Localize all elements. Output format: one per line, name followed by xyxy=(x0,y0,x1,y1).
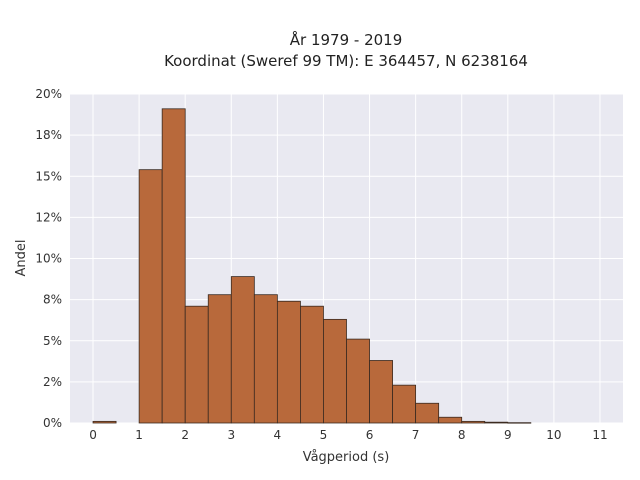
histogram-bar xyxy=(184,305,209,424)
y-tick-label: 8% xyxy=(43,293,62,307)
x-tick-label: 3 xyxy=(227,428,235,442)
chart-title-line2: Koordinat (Sweref 99 TM): E 364457, N 62… xyxy=(164,52,528,70)
y-tick-label: 15% xyxy=(35,169,62,183)
x-tick-label: 0 xyxy=(89,428,97,442)
histogram-bar xyxy=(230,276,255,424)
x-axis-label: Vågperiod (s) xyxy=(303,450,390,465)
histogram-bar xyxy=(507,422,532,424)
y-tick-label: 20% xyxy=(35,87,62,101)
x-tick-label: 7 xyxy=(412,428,420,442)
x-tick-labels: 0 1 2 3 4 5 6 7 8 9 10 11 xyxy=(89,428,607,442)
x-tick-label: 10 xyxy=(546,428,561,442)
x-tick-label: 5 xyxy=(320,428,328,442)
x-tick-label: 8 xyxy=(458,428,466,442)
y-tick-labels: 0% 2% 5% 8% 10% 12% 15% 18% 20% xyxy=(35,87,62,430)
histogram-bar xyxy=(161,108,186,424)
histogram-bar xyxy=(276,300,301,424)
histogram-bar xyxy=(138,169,163,424)
y-tick-label: 10% xyxy=(35,252,62,266)
histogram-bar xyxy=(92,420,117,424)
histogram-bar xyxy=(207,294,232,424)
histogram-bar xyxy=(392,384,417,424)
histogram-bar xyxy=(484,421,509,424)
x-tick-label: 1 xyxy=(135,428,143,442)
y-tick-label: 2% xyxy=(43,375,62,389)
bars xyxy=(92,108,532,424)
chart-title-line1: År 1979 - 2019 xyxy=(290,30,403,49)
histogram-bar xyxy=(253,294,278,424)
x-tick-label: 11 xyxy=(592,428,607,442)
y-axis-label: Andel xyxy=(14,240,29,277)
x-tick-label: 2 xyxy=(181,428,189,442)
histogram-bar xyxy=(369,360,393,424)
x-tick-label: 4 xyxy=(274,428,282,442)
y-tick-label: 0% xyxy=(43,416,62,430)
histogram-bar xyxy=(415,402,440,424)
y-tick-label: 18% xyxy=(35,128,62,142)
histogram-bar xyxy=(346,338,370,424)
histogram-bar xyxy=(438,416,463,424)
histogram-bar xyxy=(300,305,324,424)
x-tick-label: 6 xyxy=(366,428,374,442)
y-tick-label: 5% xyxy=(43,334,62,348)
y-tick-label: 12% xyxy=(35,210,62,224)
histogram-bar xyxy=(323,318,347,424)
histogram-bar xyxy=(461,420,486,424)
x-tick-label: 9 xyxy=(504,428,512,442)
